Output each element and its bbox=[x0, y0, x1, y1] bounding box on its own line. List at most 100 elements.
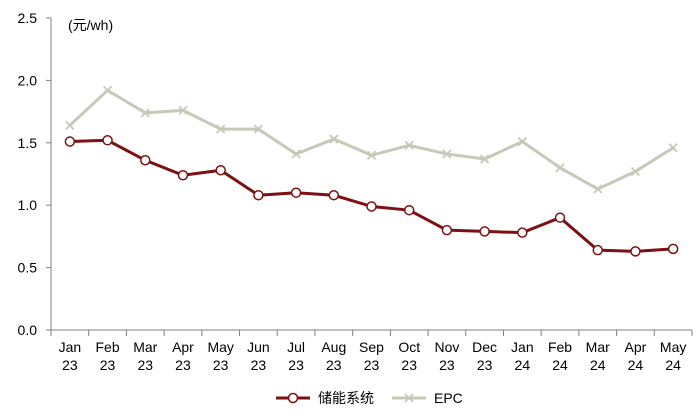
x-tick-label: May 23 bbox=[207, 339, 233, 373]
x-marker-stroke bbox=[668, 143, 678, 153]
epc-point bbox=[253, 124, 264, 134]
x-tick-label-month: Apr bbox=[625, 339, 647, 355]
x-marker-stroke bbox=[102, 85, 113, 96]
x-tick-label-year: 23 bbox=[251, 357, 267, 373]
unit-label: (元/wh) bbox=[68, 17, 113, 33]
epc-point bbox=[291, 149, 301, 159]
x-tick-label-year: 24 bbox=[552, 357, 568, 373]
x-tick-label: Dec 23 bbox=[472, 339, 497, 373]
y-tick-label: 0.0 bbox=[18, 322, 38, 338]
y-tick-label: 0.5 bbox=[18, 260, 38, 276]
storage-point bbox=[403, 204, 415, 216]
x-tick-label-month: Mar bbox=[586, 339, 610, 355]
epc-point bbox=[366, 150, 377, 160]
x-tick-label-month: Jul bbox=[287, 339, 305, 355]
epc-point bbox=[140, 108, 150, 118]
x-marker-stroke bbox=[593, 184, 603, 194]
x-tick-label-year: 23 bbox=[288, 357, 304, 373]
x-marker-stroke bbox=[404, 140, 414, 150]
x-tick-label-month: May bbox=[207, 339, 233, 355]
x-marker-stroke bbox=[329, 134, 339, 144]
x-tick-label: Mar 23 bbox=[133, 339, 157, 373]
x-tick-label: May 24 bbox=[660, 339, 686, 373]
x-marker-stroke bbox=[253, 124, 264, 134]
x-marker-stroke bbox=[404, 393, 414, 403]
x-tick-label-month: Jan bbox=[511, 339, 534, 355]
epc-point bbox=[178, 105, 188, 115]
storage-point bbox=[441, 224, 453, 236]
x-marker-stroke bbox=[216, 124, 226, 134]
x-tick-label-year: 23 bbox=[213, 357, 229, 373]
y-tick-label: 1.5 bbox=[18, 135, 38, 151]
x-tick-label: Apr 24 bbox=[625, 339, 647, 373]
storage-point bbox=[102, 135, 113, 146]
storage-point bbox=[630, 246, 641, 257]
x-tick-label-year: 24 bbox=[665, 357, 681, 373]
epc-point bbox=[630, 166, 641, 177]
storage-point bbox=[140, 155, 151, 166]
x-tick-label-year: 24 bbox=[628, 357, 644, 373]
storage-point bbox=[592, 244, 603, 256]
x-tick-label-month: Feb bbox=[548, 339, 572, 355]
x-tick-label: Jan 24 bbox=[511, 339, 534, 373]
series-storage bbox=[64, 135, 679, 257]
x-marker-stroke bbox=[65, 120, 75, 130]
x-tick-label: Aug 23 bbox=[321, 339, 346, 373]
x-tick-label-month: May bbox=[660, 339, 686, 355]
storage-point bbox=[554, 212, 566, 223]
x-tick-label: Mar 24 bbox=[586, 339, 610, 373]
storage-point bbox=[290, 187, 302, 198]
x-tick-label-month: Mar bbox=[133, 339, 157, 355]
x-tick-label-month: Dec bbox=[472, 339, 497, 355]
x-tick-label-year: 23 bbox=[401, 357, 417, 373]
x-tick-label-month: Jan bbox=[59, 339, 82, 355]
epc-point bbox=[479, 154, 490, 164]
x-tick-label-month: Nov bbox=[434, 339, 459, 355]
x-marker-stroke bbox=[555, 163, 565, 173]
legend-epc-marker bbox=[404, 393, 414, 403]
storage-point bbox=[64, 136, 76, 147]
x-tick-label-year: 23 bbox=[326, 357, 342, 373]
epc-point bbox=[668, 143, 678, 153]
x-marker-stroke bbox=[630, 166, 641, 177]
epc-point bbox=[555, 163, 565, 173]
epc-line bbox=[68, 88, 674, 191]
legend: 储能系统 EPC bbox=[276, 390, 463, 406]
y-tick-label: 2.0 bbox=[18, 72, 38, 88]
x-tick-label-year: 23 bbox=[477, 357, 493, 373]
legend-epc-label: EPC bbox=[434, 390, 463, 406]
x-tick-label: Jun 23 bbox=[247, 339, 270, 373]
epc-point bbox=[442, 149, 452, 159]
x-tick-label: Apr 23 bbox=[172, 339, 194, 373]
x-tick-label: Jul 23 bbox=[287, 339, 305, 373]
x-tick-label: Nov 23 bbox=[434, 339, 459, 373]
x-marker-stroke bbox=[291, 149, 301, 159]
epc-point bbox=[329, 134, 339, 144]
epc-point bbox=[216, 124, 226, 134]
storage-line bbox=[69, 138, 674, 253]
x-tick-label-month: Feb bbox=[95, 339, 119, 355]
y-tick-label: 1.0 bbox=[18, 197, 38, 213]
epc-point bbox=[404, 140, 414, 150]
storage-point bbox=[517, 227, 528, 238]
x-tick-label-year: 23 bbox=[137, 357, 153, 373]
x-marker-stroke bbox=[140, 108, 150, 118]
x-tick-label-month: Aug bbox=[321, 339, 346, 355]
x-tick-label-year: 23 bbox=[175, 357, 191, 373]
x-tick-label-month: Apr bbox=[172, 339, 194, 355]
y-tick-label: 2.5 bbox=[18, 10, 38, 26]
storage-point bbox=[366, 201, 377, 212]
x-tick-label-year: 23 bbox=[364, 357, 380, 373]
x-marker-stroke bbox=[442, 149, 452, 159]
storage-point bbox=[177, 169, 189, 181]
series-epc bbox=[65, 85, 678, 194]
storage-point bbox=[479, 226, 490, 237]
x-tick-label: Sep 23 bbox=[359, 339, 384, 373]
epc-point bbox=[593, 184, 603, 194]
legend-item-epc: EPC bbox=[392, 390, 463, 406]
epc-point bbox=[65, 120, 75, 130]
x-tick-label: Feb 24 bbox=[548, 339, 572, 373]
x-tick-label-year: 24 bbox=[590, 357, 606, 373]
legend-epc-x bbox=[404, 393, 414, 403]
